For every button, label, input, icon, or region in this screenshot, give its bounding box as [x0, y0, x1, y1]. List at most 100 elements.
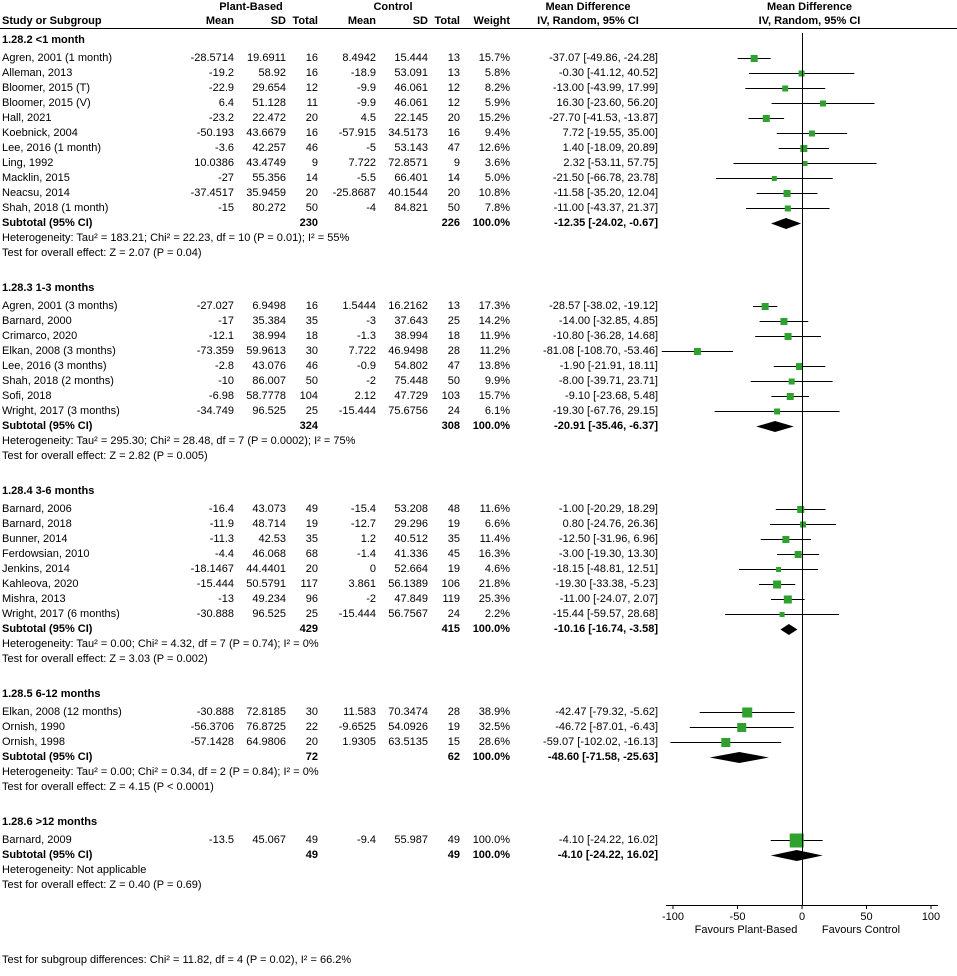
sd2-cell: 40.1544	[388, 187, 428, 199]
md-cell: -13.00 [-43.99, 17.99]	[552, 82, 658, 94]
mean2-cell: 7.722	[348, 157, 376, 169]
col-header-study: Study or Subgroup	[2, 15, 102, 27]
plot-cell	[662, 863, 957, 878]
subtotal-marker	[780, 624, 798, 635]
empty-cell	[238, 419, 290, 434]
total1-cell: 46	[305, 142, 318, 154]
mean2-cell: -2	[366, 375, 376, 387]
sd2-cell: 37.643	[394, 315, 428, 327]
empty-cell	[380, 419, 432, 434]
sd2-cell: 40.512	[394, 533, 428, 545]
sd2-cell: 16.2162	[388, 300, 428, 312]
sd1-cell: 58.7778	[246, 390, 286, 402]
overall-effect-text: Test for overall effect: Z = 0.40 (P = 0…	[2, 879, 202, 891]
sd1-cell: 59.9613	[246, 345, 286, 357]
empty-cell	[380, 216, 432, 231]
axis-tick-label: -100	[662, 911, 684, 923]
study-name: Barnard, 2009	[2, 834, 72, 846]
study-name: Shah, 2018 (1 month)	[2, 202, 109, 214]
mean2-cell: -15.4	[350, 503, 376, 515]
total1-cell: 19	[305, 518, 318, 530]
total2-cell: 20	[447, 187, 460, 199]
total2-cell: 15	[447, 736, 460, 748]
subgroup-title: 1.28.2 <1 month	[2, 34, 85, 46]
plot-cell	[662, 201, 957, 216]
md-cell: -46.72 [-87.01, -6.43]	[555, 721, 658, 733]
study-row: Wright, 2017 (3 months) -34.749 96.525 25 -1…	[0, 404, 957, 419]
mean1-cell: -27.027	[196, 300, 234, 312]
total1-cell: 22	[305, 721, 318, 733]
weight-cell: 8.2%	[484, 82, 510, 94]
subgroup-title: 1.28.6 >12 months	[2, 816, 98, 828]
total2-cell: 9	[453, 157, 460, 169]
total1-cell: 35	[305, 315, 318, 327]
mean2-cell: 1.2	[360, 533, 376, 545]
sd2-cell: 54.0926	[388, 721, 428, 733]
heterogeneity-text: Heterogeneity: Tau² = 295.30; Chi² = 28.…	[2, 435, 356, 447]
weight-cell: 9.4%	[484, 127, 510, 139]
mean1-cell: -11.9	[209, 518, 234, 530]
ci-marker	[739, 567, 819, 572]
weight-cell: 12.6%	[478, 142, 510, 154]
study-row: Ornish, 1998 -57.1428 64.9806 20 1.9305 63.51…	[0, 735, 957, 750]
study-name: Ling, 1992	[2, 157, 54, 169]
mean1-cell: -28.5714	[190, 52, 234, 64]
total2-cell: 24	[447, 405, 460, 417]
sd1-cell: 43.073	[252, 503, 286, 515]
total1-cell: 11	[306, 97, 318, 109]
plot-cell	[662, 231, 957, 246]
sd1-cell: 42.257	[252, 142, 286, 154]
total1-cell: 50	[305, 375, 318, 387]
total1-cell: 49	[305, 503, 318, 515]
md-cell: 2.32 [-53.11, 57.75]	[563, 157, 658, 169]
study-row: Bloomer, 2015 (T) -22.9 29.654 12 -9.9 46.061…	[0, 81, 957, 96]
study-row: Kahleova, 2020 -15.444 50.5791 117 3.861 56.1…	[0, 577, 957, 592]
study-row: Elkan, 2008 (12 months) -30.888 72.8185 30 1…	[0, 705, 957, 720]
mean2-cell: -4	[366, 202, 376, 214]
sd1-cell: 42.53	[258, 533, 286, 545]
total1-cell: 18	[305, 330, 318, 342]
ci-marker	[699, 707, 795, 718]
weight-cell: 4.6%	[484, 563, 510, 575]
mean2-cell: -15.444	[338, 405, 376, 417]
spacer-row	[0, 667, 957, 687]
plot-cell	[662, 780, 957, 795]
mean2-cell: -5.5	[357, 172, 376, 184]
study-name: Barnard, 2018	[2, 518, 72, 530]
plot-cell	[662, 848, 957, 863]
heterogeneity-text: Heterogeneity: Tau² = 183.21; Chi² = 22.…	[2, 232, 350, 244]
study-name: Bunner, 2014	[2, 533, 68, 545]
sd1-cell: 19.6911	[247, 52, 286, 64]
md-cell: -12.50 [-31.96, 6.96]	[558, 533, 658, 545]
subtotal-total2: 226	[441, 217, 460, 229]
md-cell: 16.30 [-23.60, 56.20]	[556, 97, 658, 109]
mean1-cell: -73.359	[196, 345, 234, 357]
weight-cell: 2.2%	[484, 608, 510, 620]
spacer-row	[0, 48, 957, 51]
plot-cell	[662, 637, 957, 652]
sd2-cell: 46.061	[394, 97, 428, 109]
overall-effect-text: Test for overall effect: Z = 3.03 (P = 0…	[2, 653, 208, 665]
subtotal-total1: 49	[305, 849, 318, 861]
mean2-cell: 2.12	[354, 390, 376, 402]
study-name: Ornish, 1990	[2, 721, 65, 733]
plot-body: 1.28.2 <1 month Agren, 2001 (1 month) -28.…	[0, 33, 957, 941]
weight-cell: 9.9%	[484, 375, 510, 387]
study-name: Lee, 2016 (1 month)	[2, 142, 102, 154]
empty-cell	[180, 750, 238, 765]
axis-tick-label: -50	[730, 911, 746, 923]
axis: -100 -50 0 50 100 Favours Plant-Based Favours …	[662, 905, 940, 936]
subtotal-total2: 62	[447, 751, 460, 763]
sd2-cell: 72.8571	[388, 157, 428, 169]
effect-square	[800, 145, 808, 152]
md-cell: -14.00 [-32.85, 4.85]	[558, 315, 658, 327]
total1-cell: 9	[311, 157, 318, 169]
ci-marker	[775, 506, 826, 513]
header-divider	[0, 28, 957, 29]
plot-cell	[662, 484, 957, 499]
subtotal-weight: 100.0%	[472, 623, 510, 635]
overall-effect-text-row: Test for overall effect: Z = 0.40 (P = 0…	[0, 878, 957, 893]
sd2-cell: 46.9498	[388, 345, 428, 357]
plot-cell	[662, 547, 957, 562]
mean1-cell: -50.193	[196, 127, 234, 139]
